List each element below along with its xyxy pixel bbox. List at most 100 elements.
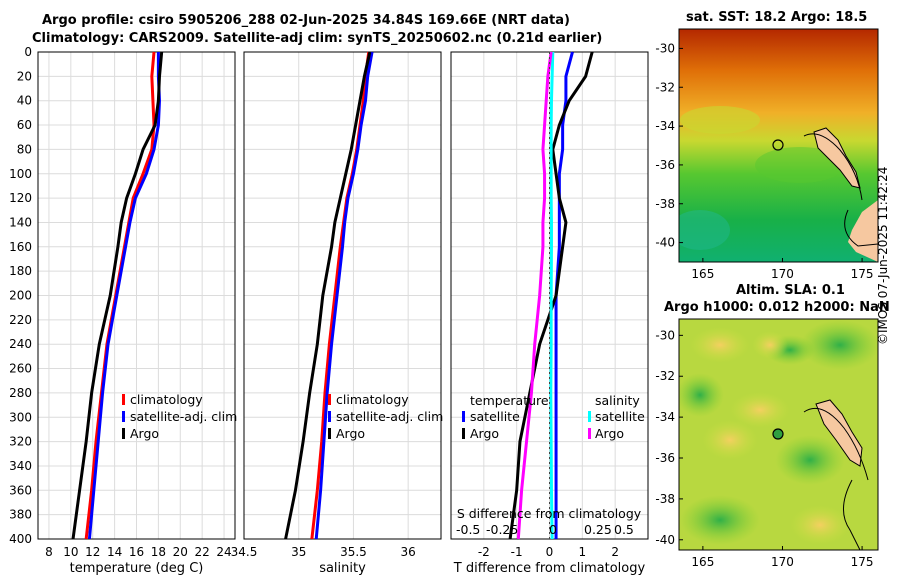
legend-label: satellite bbox=[470, 409, 520, 424]
map-x-tick-label: 170 bbox=[771, 555, 794, 569]
s-tick-label: 0.25 bbox=[584, 522, 612, 537]
map-y-tick-label: -34 bbox=[655, 410, 675, 424]
map-y-tick-label: -36 bbox=[655, 158, 675, 172]
sla-map-subtitle: Argo h1000: 0.012 h2000: NaN bbox=[664, 300, 890, 315]
s-tick-label: 0.5 bbox=[614, 522, 634, 537]
legend-label: climatology bbox=[130, 392, 203, 407]
y-tick-label: 180 bbox=[9, 264, 32, 278]
panel-frame bbox=[243, 51, 442, 540]
x-tick-label: 36 bbox=[401, 545, 416, 559]
y-tick-label: 80 bbox=[17, 142, 32, 156]
sst-landmass bbox=[848, 200, 878, 262]
x-tick-label: 10 bbox=[63, 545, 78, 559]
sla-map-frame bbox=[678, 318, 879, 551]
legend-swatch bbox=[588, 428, 591, 439]
legend-heading-temperature: temperature bbox=[470, 393, 549, 408]
y-tick-label: 160 bbox=[9, 240, 32, 254]
x-tick-label: 2 bbox=[611, 545, 619, 559]
s-tick-label: -0.25 bbox=[486, 522, 518, 537]
sst-map bbox=[679, 29, 878, 262]
legend-label: Argo bbox=[470, 426, 499, 441]
x-axis-label: salinity bbox=[319, 561, 366, 576]
y-tick-label: 60 bbox=[17, 118, 32, 132]
sla-map bbox=[679, 319, 878, 550]
y-tick-label: 220 bbox=[9, 313, 32, 327]
x-tick-label: 35 bbox=[291, 545, 306, 559]
y-tick-label: 380 bbox=[9, 508, 32, 522]
x-tick-label: 20 bbox=[173, 545, 188, 559]
sst-map-title: sat. SST: 18.2 Argo: 18.5 bbox=[686, 10, 868, 25]
map-y-tick-label: -38 bbox=[655, 492, 675, 506]
legend-label: Argo bbox=[130, 426, 159, 441]
x-tick-label: 12 bbox=[85, 545, 100, 559]
legend-swatch bbox=[588, 411, 591, 422]
series-line-s-satellite bbox=[549, 51, 555, 540]
y-tick-label: 120 bbox=[9, 191, 32, 205]
y-tick-label: 0 bbox=[24, 45, 32, 59]
x-tick-label: 14 bbox=[107, 545, 122, 559]
legend-label: climatology bbox=[336, 392, 409, 407]
series-line-t-argo bbox=[508, 51, 594, 540]
legend-swatch bbox=[462, 428, 465, 439]
y-tick-label: 280 bbox=[9, 386, 32, 400]
y-tick-label: 20 bbox=[17, 69, 32, 83]
legend-swatch bbox=[122, 394, 125, 405]
legend-swatch bbox=[122, 428, 125, 439]
x-tick-label: 35.5 bbox=[340, 545, 367, 559]
plot-title-line2: Climatology: CARS2009. Satellite-adj cli… bbox=[32, 31, 603, 46]
y-tick-label: 100 bbox=[9, 167, 32, 181]
y-tick-label: 300 bbox=[9, 410, 32, 424]
sst-argo-marker bbox=[772, 139, 784, 151]
map-y-tick-label: -30 bbox=[655, 41, 675, 55]
x-tick-label: 0 bbox=[546, 545, 554, 559]
map-y-tick-label: -34 bbox=[655, 119, 675, 133]
y-tick-label: 200 bbox=[9, 289, 32, 303]
s-tick-label: -0.5 bbox=[456, 522, 480, 537]
map-x-tick-label: 165 bbox=[691, 267, 714, 281]
legend-label: satellite bbox=[595, 409, 645, 424]
x-tick-label: 24 bbox=[216, 545, 231, 559]
s-tick-label: 0 bbox=[549, 522, 557, 537]
x-tick-label: 34.5 bbox=[231, 545, 258, 559]
legend-label: Argo bbox=[336, 426, 365, 441]
panel-frame bbox=[37, 51, 236, 540]
legend-label: Argo bbox=[595, 426, 624, 441]
y-tick-label: 260 bbox=[9, 362, 32, 376]
y-tick-label: 40 bbox=[17, 94, 32, 108]
x-axis-label: temperature (deg C) bbox=[70, 561, 204, 576]
map-y-tick-label: -38 bbox=[655, 197, 675, 211]
legend-label: satellite-adj. clim bbox=[336, 409, 443, 424]
map-y-tick-label: -30 bbox=[655, 328, 675, 342]
series-line-s-argo bbox=[516, 51, 553, 540]
plot-title-line1: Argo profile: csiro 5905206_288 02-Jun-2… bbox=[42, 13, 570, 28]
map-y-tick-label: -40 bbox=[655, 236, 675, 250]
map-x-tick-label: 165 bbox=[691, 555, 714, 569]
legend-label: satellite-adj. clim bbox=[130, 409, 237, 424]
x-axis-label: T difference from climatology bbox=[453, 561, 646, 576]
series-line-satellite-adj-clim bbox=[314, 51, 374, 540]
x-tick-label: 1 bbox=[579, 545, 587, 559]
x-tick-label: 16 bbox=[129, 545, 144, 559]
series-line-argo bbox=[284, 51, 372, 540]
map-x-tick-label: 170 bbox=[771, 267, 794, 281]
y-tick-label: 140 bbox=[9, 215, 32, 229]
sla-map-title: Altim. SLA: 0.1 bbox=[736, 283, 845, 298]
x-tick-label: 18 bbox=[151, 545, 166, 559]
legend-swatch bbox=[328, 411, 331, 422]
temperature-panel: 0 20 40 60 80 100 120 140 160 180 200 220 240 260 280 3… bbox=[9, 45, 237, 576]
legend-swatch bbox=[328, 394, 331, 405]
y-tick-label: 320 bbox=[9, 435, 32, 449]
y-tick-label: 360 bbox=[9, 483, 32, 497]
y-tick-label: 340 bbox=[9, 459, 32, 473]
map-y-tick-label: -32 bbox=[655, 80, 675, 94]
y-tick-label: 400 bbox=[9, 532, 32, 546]
map-x-tick-label: 175 bbox=[851, 555, 874, 569]
x-tick-label: -1 bbox=[511, 545, 523, 559]
map-y-tick-label: -32 bbox=[655, 369, 675, 383]
s-axis-label: S difference from climatology bbox=[457, 506, 642, 521]
sla-argo-marker bbox=[772, 428, 784, 440]
series-line-argo bbox=[71, 51, 164, 540]
x-tick-label: 8 bbox=[45, 545, 53, 559]
series-line-satellite-adj-clim bbox=[87, 52, 161, 540]
